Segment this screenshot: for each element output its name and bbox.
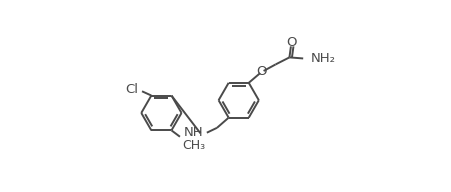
Text: CH₃: CH₃: [182, 139, 205, 152]
Text: Cl: Cl: [125, 83, 138, 96]
Text: O: O: [256, 65, 267, 78]
Text: O: O: [285, 36, 296, 49]
Text: NH: NH: [184, 126, 203, 139]
Text: NH₂: NH₂: [310, 52, 335, 65]
